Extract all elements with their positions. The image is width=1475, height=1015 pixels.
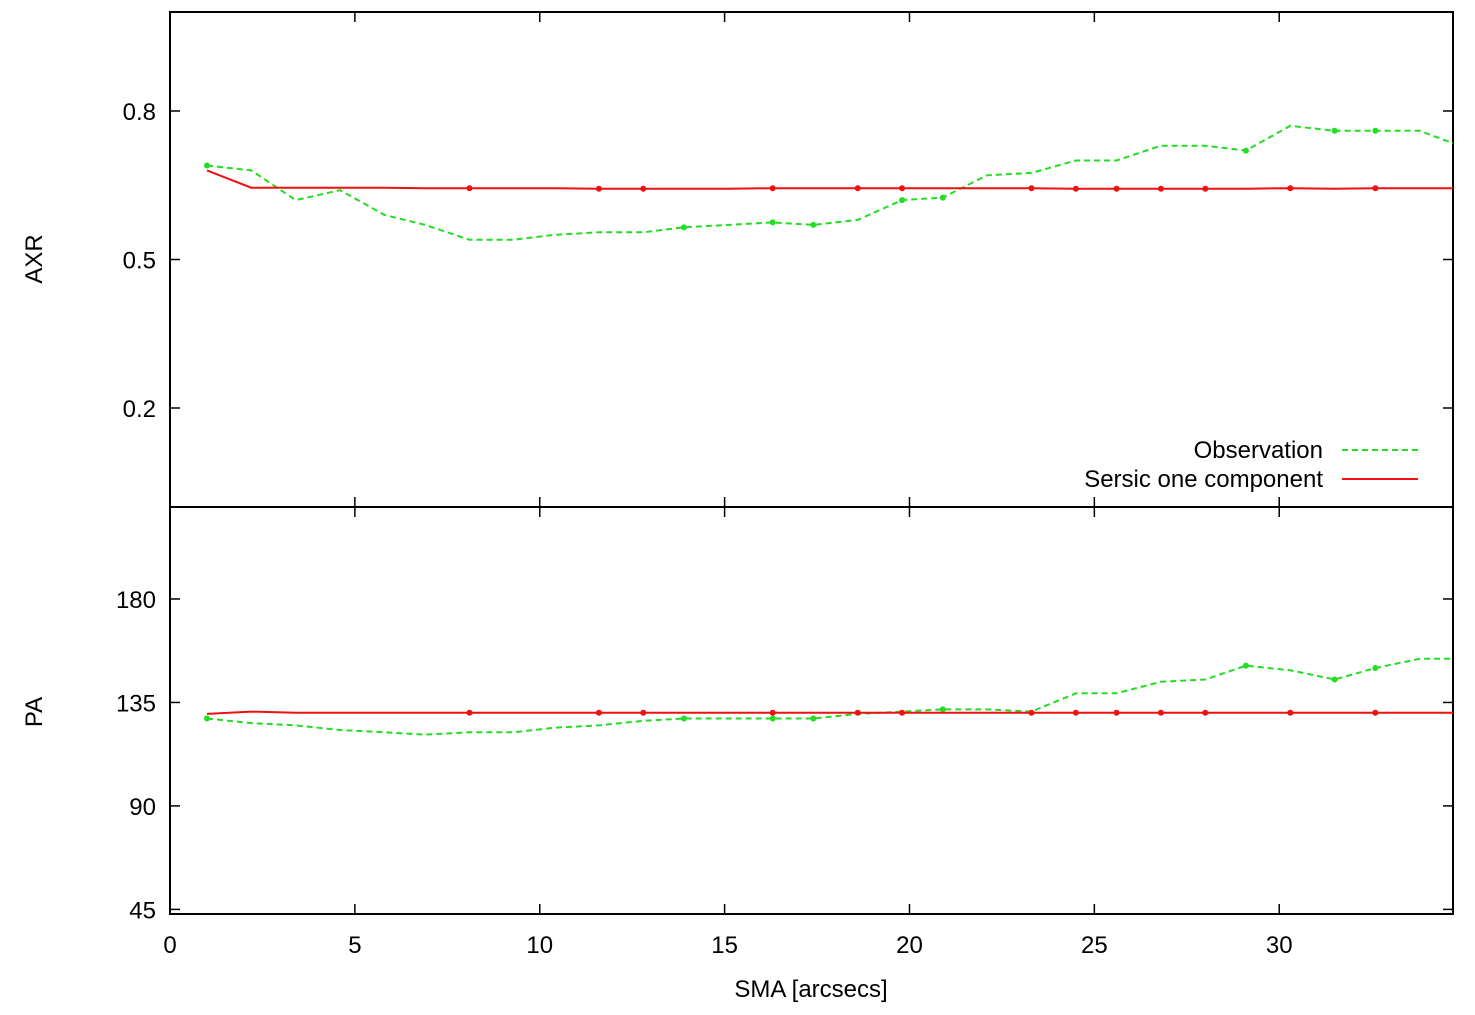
y-tick-label: 135	[116, 690, 156, 717]
plot-frame	[169, 11, 1454, 508]
data-point-observation	[939, 194, 946, 201]
data-point-sersic-one-component	[1028, 709, 1035, 716]
series-line-observation	[206, 124, 1454, 241]
series-line-sersic-one-component	[206, 169, 1453, 190]
x-tick-label: 10	[526, 932, 553, 959]
data-point-sersic-one-component	[854, 709, 861, 716]
data-point-observation	[1372, 127, 1379, 134]
x-axis-title: SMA [arcsecs]	[734, 976, 887, 1003]
legend-label-observation: Observation	[1194, 437, 1323, 464]
data-point-observation	[1242, 147, 1249, 154]
y-tick-label: 180	[116, 587, 156, 614]
legend-label-sersic: Sersic one component	[1084, 466, 1323, 493]
data-point-sersic-one-component	[1113, 709, 1120, 716]
data-point-sersic-one-component	[1113, 185, 1120, 192]
data-point-observation	[680, 715, 687, 722]
data-point-sersic-one-component	[769, 709, 776, 716]
data-point-observation	[1242, 662, 1249, 669]
data-point-sersic-one-component	[854, 185, 861, 192]
data-point-observation	[810, 715, 817, 722]
x-tick-label: 30	[1266, 932, 1293, 959]
data-point-sersic-one-component	[1157, 709, 1164, 716]
data-point-sersic-one-component	[1072, 709, 1079, 716]
bottom-y-axis-title: PA	[21, 697, 48, 727]
series-line-observation	[206, 657, 1453, 736]
data-point-observation	[1331, 127, 1338, 134]
plot-frame	[169, 506, 1454, 915]
x-tick-label: 20	[896, 932, 923, 959]
data-point-sersic-one-component	[466, 185, 473, 192]
data-point-observation	[769, 715, 776, 722]
data-point-observation	[899, 197, 906, 204]
data-point-observation	[1372, 664, 1379, 671]
data-point-sersic-one-component	[1202, 709, 1209, 716]
data-point-sersic-one-component	[769, 185, 776, 192]
data-point-sersic-one-component	[1072, 185, 1079, 192]
series-line-sersic-one-component	[206, 710, 1453, 715]
y-tick-label: 0.2	[123, 396, 156, 423]
data-point-sersic-one-component	[1372, 709, 1379, 716]
data-point-sersic-one-component	[1028, 185, 1035, 192]
axr-panel: 0.2 0.5 0.8	[123, 11, 1454, 508]
y-tick-label: 0.8	[123, 99, 156, 126]
legend: Observation Sersic one component	[1084, 437, 1418, 493]
y-tick-label: 90	[129, 794, 156, 821]
data-point-sersic-one-component	[466, 709, 473, 716]
data-point-sersic-one-component	[640, 709, 647, 716]
data-point-observation	[769, 219, 776, 226]
data-point-sersic-one-component	[640, 185, 647, 192]
data-point-sersic-one-component	[899, 185, 906, 192]
x-tick-label: 5	[348, 932, 361, 959]
x-tick-label: 25	[1081, 932, 1108, 959]
y-tick-label: 45	[129, 897, 156, 924]
data-point-observation	[810, 221, 817, 228]
top-y-axis-title: AXR	[21, 234, 48, 283]
data-point-sersic-one-component	[1202, 185, 1209, 192]
data-point-sersic-one-component	[1372, 185, 1379, 192]
data-point-sersic-one-component	[595, 185, 602, 192]
data-point-sersic-one-component	[595, 709, 602, 716]
data-point-observation	[203, 715, 210, 722]
x-tick-label: 0	[163, 932, 176, 959]
data-point-observation	[203, 162, 210, 169]
pa-panel: 0 5 10 15 20 25 30 45 90 135 180	[116, 506, 1454, 959]
data-point-sersic-one-component	[1287, 185, 1294, 192]
data-point-observation	[680, 224, 687, 231]
data-point-sersic-one-component	[899, 709, 906, 716]
data-point-observation	[1331, 676, 1338, 683]
x-tick-label: 15	[711, 932, 738, 959]
data-point-observation	[939, 706, 946, 713]
y-tick-label: 0.5	[123, 248, 156, 275]
data-point-sersic-one-component	[1157, 185, 1164, 192]
data-point-sersic-one-component	[1287, 709, 1294, 716]
